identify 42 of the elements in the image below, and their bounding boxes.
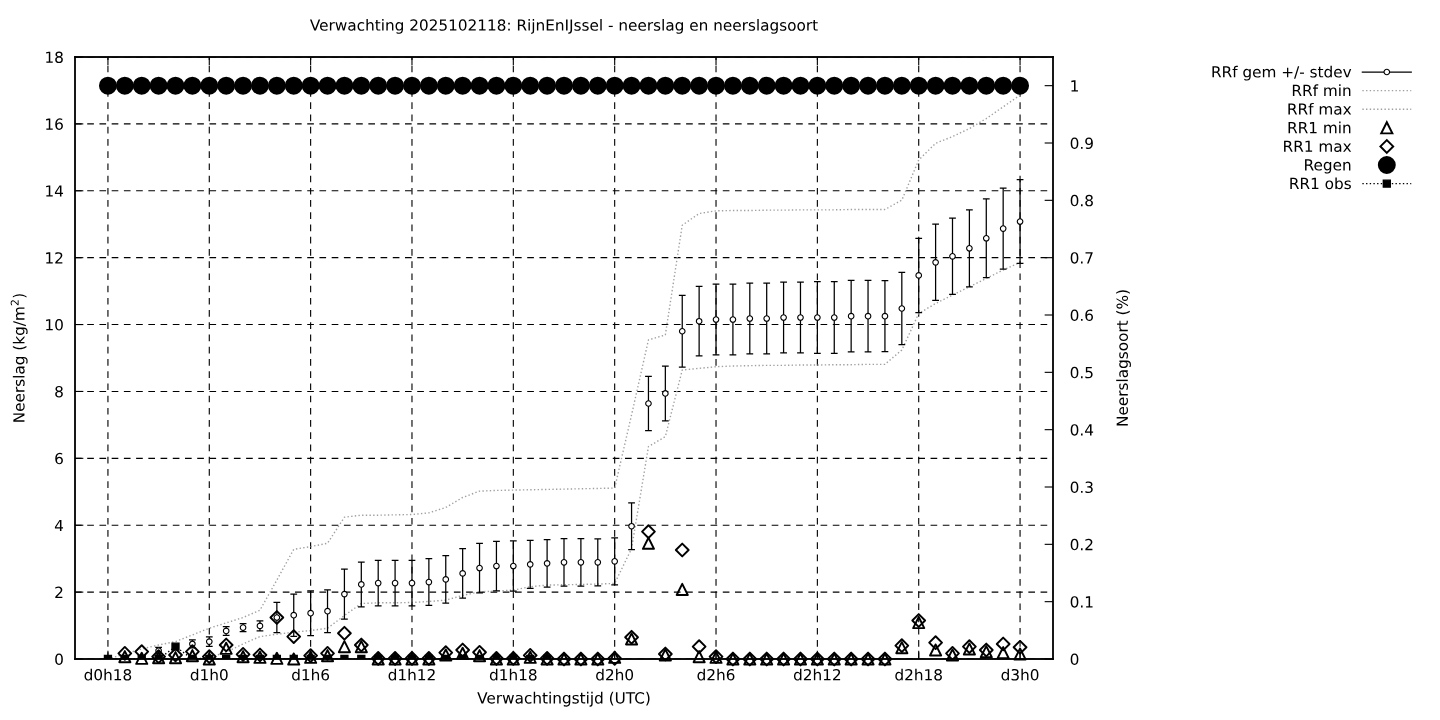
y2-tick-label: 0.2	[1070, 538, 1093, 551]
legend-label: RR1 obs	[1290, 177, 1351, 190]
y-tick-label: 6	[55, 452, 63, 465]
y-tick-label: 0	[55, 653, 63, 666]
y2-tick-label: 0.5	[1070, 366, 1093, 379]
y2-tick-label: 1	[1071, 80, 1078, 92]
y-tick-label: 10	[46, 319, 63, 331]
legend-label: RRf gem +/- stdev	[1212, 65, 1352, 81]
legend-label: RR1 max	[1284, 140, 1352, 152]
y-tick-label: 18	[46, 51, 63, 64]
x-tick-label: d1h6	[292, 668, 330, 681]
y-tick-label: 4	[54, 519, 64, 532]
y-tick-label: 14	[46, 185, 64, 197]
x-tick-label: d0h18	[84, 668, 132, 681]
legend-label: RRf max	[1288, 102, 1352, 115]
x-tick-label: d2h6	[697, 668, 735, 681]
y2-tick-label: 0.4	[1070, 424, 1094, 436]
y-axis-title: Neerslag (kg/m$^{2}$)	[10, 294, 28, 422]
y-tick-label: 12	[46, 252, 63, 264]
x-tick-label: d2h12	[793, 668, 841, 681]
chart-title: Verwachting 2025102118: RijnEnIJssel - neerslag en neerslagsoort	[309, 19, 818, 34]
y2-tick-label: 0.8	[1070, 194, 1093, 207]
y-tick-label: 2	[55, 586, 63, 598]
y2-tick-label: 0.1	[1070, 596, 1093, 608]
y2-tick-label: 0.6	[1070, 309, 1093, 322]
legend-label: Regen	[1305, 159, 1351, 174]
y-tick-label: 16	[46, 118, 63, 130]
x-tick-label: d1h12	[388, 668, 435, 681]
y2-tick-label: 0.3	[1070, 481, 1093, 494]
x-axis-title: Verwachtingstijd (UTC)	[477, 691, 650, 707]
y-tick-label: 8	[55, 385, 63, 398]
x-tick-label: d2h0	[596, 668, 634, 681]
x-tick-label: d1h0	[190, 668, 228, 681]
legend-label: RR1 min	[1288, 121, 1351, 134]
y2-tick-label: 0	[1070, 653, 1079, 666]
legend-label: RRf min	[1292, 84, 1351, 96]
x-tick-label: d3h0	[1001, 668, 1039, 681]
y2-tick-label: 0.9	[1070, 137, 1093, 150]
y2-tick-label: 0.7	[1070, 252, 1093, 264]
x-tick-label: d2h18	[895, 668, 942, 681]
x-tick-label: d1h18	[489, 668, 537, 681]
y2-axis-title: Neerslagsoort (%)	[1116, 290, 1131, 426]
